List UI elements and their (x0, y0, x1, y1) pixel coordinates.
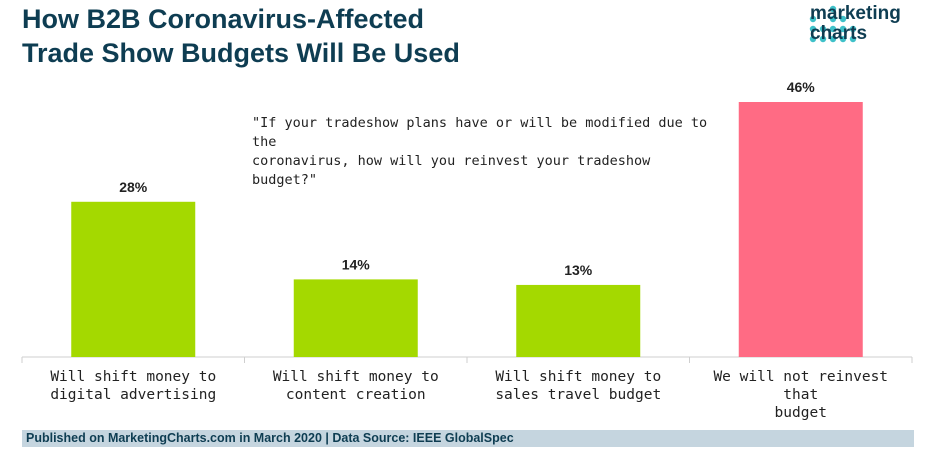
logo-dot (849, 25, 857, 33)
category-label-3: Will shift money to sales travel budget (478, 368, 678, 404)
category-label-2: Will shift money to content creation (256, 368, 456, 404)
footer-source: Published on MarketingCharts.com in Marc… (22, 430, 914, 447)
logo-dot (829, 35, 837, 43)
value-label-3: 13% (564, 262, 593, 278)
logo-dot (819, 35, 827, 43)
chart-title: How B2B Coronavirus-Affected Trade Show … (22, 2, 702, 70)
logo-dot (809, 35, 817, 43)
logo-dot (839, 15, 847, 23)
logo-dot (809, 15, 817, 23)
logo-dot (829, 25, 837, 33)
category-label-2-line-1: Will shift money to (272, 369, 439, 385)
chart-title-line-2: Trade Show Budgets Will Be Used (22, 38, 460, 68)
bar-2 (293, 279, 418, 357)
logo-text-line-1: marketing (810, 3, 901, 24)
logo-dot (839, 25, 847, 33)
value-label-2: 14% (342, 256, 371, 272)
bar-4 (738, 102, 863, 357)
marketing-charts-logo-icon (809, 5, 857, 43)
logo-dot (839, 35, 847, 43)
category-label-3-line-1: Will shift money to (495, 369, 662, 385)
logo-dot (829, 15, 837, 23)
category-label-2-line-2: content creation (285, 387, 426, 403)
category-label-1-line-2: digital advertising (50, 387, 217, 403)
survey-question: "If your tradeshow plans have or will be… (252, 114, 712, 190)
logo-dot (819, 25, 827, 33)
category-label-4: We will not reinvest that budget (701, 368, 901, 422)
category-label-3-line-2: sales travel budget (495, 387, 662, 403)
logo-text-line-2: charts (810, 23, 868, 44)
bar-1 (71, 201, 196, 357)
chart-title-line-1: How B2B Coronavirus-Affected (22, 4, 425, 34)
value-label-4: 46% (787, 79, 816, 95)
category-label-4-line-2: budget (774, 405, 827, 421)
value-label-1: 28% (119, 179, 148, 195)
logo-dot (849, 35, 857, 43)
bar-3 (516, 284, 641, 357)
survey-question-line-1: "If your tradeshow plans have or will be… (252, 115, 708, 150)
category-label-4-line-1: We will not reinvest that (713, 369, 889, 403)
marketing-charts-logo-text: marketing charts (810, 4, 901, 44)
survey-question-line-2: coronavirus, how will you reinvest your … (252, 153, 651, 188)
logo-dot (829, 5, 837, 13)
category-label-1-line-1: Will shift money to (50, 369, 217, 385)
category-label-1: Will shift money to digital advertising (33, 368, 233, 404)
logo-dot (809, 25, 817, 33)
